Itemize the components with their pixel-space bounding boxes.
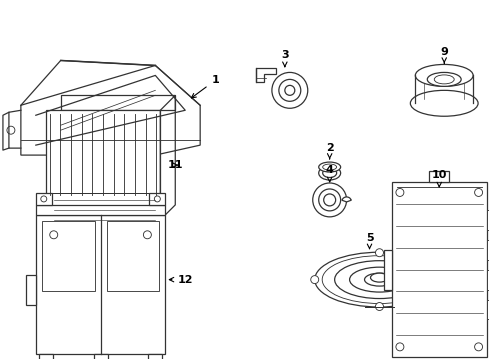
Bar — [46, 110, 160, 220]
Circle shape — [440, 276, 448, 284]
Ellipse shape — [349, 267, 409, 292]
Circle shape — [279, 80, 301, 101]
Bar — [36, 215, 165, 354]
Bar — [392, 183, 487, 357]
Circle shape — [154, 196, 160, 202]
Ellipse shape — [416, 64, 473, 86]
Circle shape — [77, 145, 84, 151]
Text: 10: 10 — [432, 170, 447, 187]
Text: 3: 3 — [281, 50, 289, 67]
Circle shape — [144, 231, 151, 239]
Ellipse shape — [365, 273, 394, 286]
Bar — [36, 205, 165, 215]
Circle shape — [324, 194, 336, 206]
Ellipse shape — [318, 162, 341, 172]
Text: 5: 5 — [366, 233, 373, 249]
Bar — [106, 221, 159, 291]
Circle shape — [396, 343, 404, 351]
Bar — [487, 270, 490, 289]
Text: 8: 8 — [0, 359, 1, 360]
Bar — [148, 354, 162, 360]
Circle shape — [107, 144, 114, 150]
Circle shape — [75, 143, 86, 153]
Ellipse shape — [427, 72, 461, 86]
Bar — [487, 210, 490, 230]
Ellipse shape — [410, 90, 478, 116]
Text: 1: 1 — [192, 75, 219, 98]
Bar — [487, 240, 490, 260]
Circle shape — [41, 196, 47, 202]
Bar — [384, 250, 392, 289]
Ellipse shape — [318, 166, 341, 180]
Ellipse shape — [322, 256, 437, 303]
Ellipse shape — [416, 92, 473, 114]
Text: 11: 11 — [168, 160, 183, 170]
Bar — [50, 193, 160, 235]
Bar — [39, 354, 53, 360]
Bar — [487, 300, 490, 319]
Circle shape — [475, 189, 483, 197]
Circle shape — [475, 343, 483, 351]
Bar — [42, 221, 95, 291]
Circle shape — [285, 85, 295, 95]
Bar — [149, 193, 165, 205]
Wedge shape — [342, 197, 351, 202]
Text: 7: 7 — [0, 359, 1, 360]
Circle shape — [375, 302, 384, 310]
Ellipse shape — [335, 261, 424, 298]
Circle shape — [396, 189, 404, 197]
Circle shape — [318, 189, 341, 211]
Circle shape — [272, 72, 308, 108]
Bar — [36, 193, 52, 205]
Text: 12: 12 — [170, 275, 193, 285]
Ellipse shape — [323, 168, 337, 177]
Text: 4: 4 — [326, 165, 334, 182]
Ellipse shape — [315, 252, 444, 307]
Text: 2: 2 — [326, 143, 334, 159]
Text: 6: 6 — [0, 359, 1, 360]
Ellipse shape — [434, 75, 454, 84]
Circle shape — [105, 142, 116, 152]
Circle shape — [7, 126, 15, 134]
Text: 9: 9 — [441, 48, 448, 63]
Ellipse shape — [323, 164, 337, 170]
Bar — [94, 354, 107, 360]
Circle shape — [50, 231, 58, 239]
Circle shape — [311, 276, 319, 284]
Ellipse shape — [370, 273, 389, 282]
Circle shape — [313, 183, 346, 217]
Circle shape — [375, 249, 384, 257]
Bar — [26, 275, 36, 305]
Bar — [429, 171, 449, 183]
